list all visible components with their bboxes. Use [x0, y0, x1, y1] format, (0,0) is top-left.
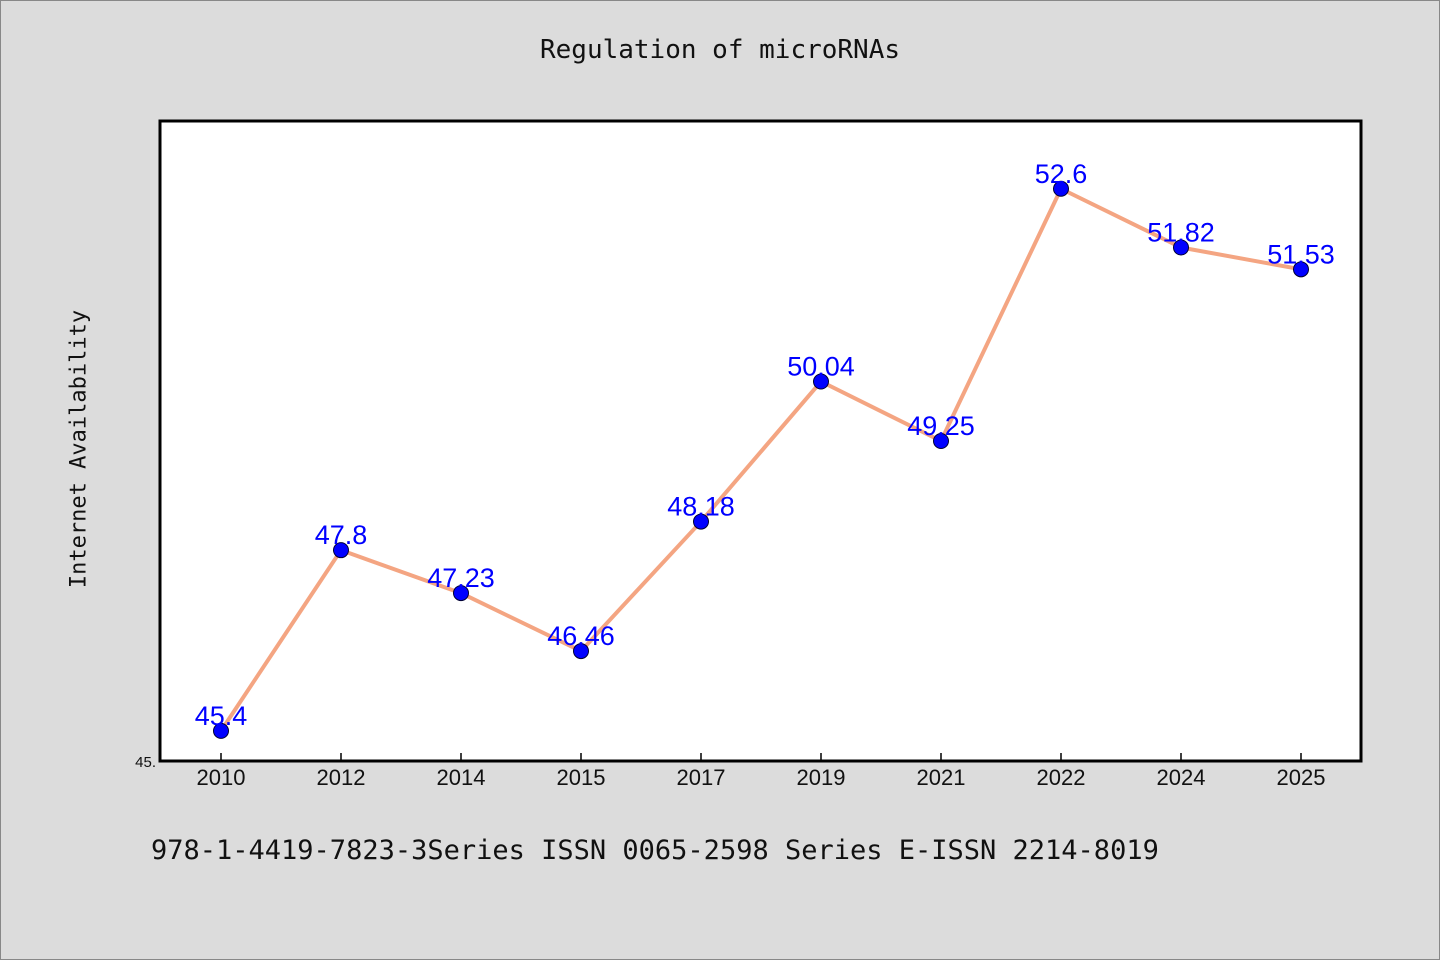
chart-title: Regulation of microRNAs	[539, 35, 901, 65]
series-line	[219, 186, 1302, 732]
x-tick-label: 2015	[557, 765, 606, 790]
x-tick-label: 2024	[1157, 765, 1206, 790]
data-point	[1293, 261, 1309, 278]
data-points	[213, 180, 1309, 739]
data-label: 46.46	[547, 621, 615, 651]
y-tick-label: 45.	[135, 754, 156, 771]
plot-area	[158, 119, 1363, 763]
data-label: 49.25	[907, 411, 975, 441]
data-label: 47.23	[427, 563, 495, 593]
data-point	[1173, 239, 1189, 256]
data-point	[693, 513, 709, 530]
data-point	[213, 722, 229, 739]
data-label: 51.53	[1267, 239, 1335, 269]
y-axis-tick-labels: 45.	[135, 754, 156, 771]
x-tick-label: 2010	[197, 765, 246, 790]
x-axis-ticks: 2010 2012 2014 2015 2017 2019 2021 2022 2024 2025	[197, 753, 1326, 790]
x-tick-label: 2021	[917, 765, 966, 790]
x-tick-label: 2012	[317, 765, 366, 790]
x-tick-label: 2022	[1037, 765, 1086, 790]
x-tick-label: 2017	[677, 765, 726, 790]
data-point	[813, 373, 829, 390]
data-label: 48.18	[667, 492, 735, 522]
x-tick-label: 2019	[797, 765, 846, 790]
data-point	[573, 643, 589, 660]
data-label: 47.8	[315, 520, 368, 550]
data-labels: 45.4 47.8 47.23 46.46 48.18 50.04 49.25 52.6 51.…	[195, 159, 1335, 731]
data-point	[933, 433, 949, 449]
data-label: 51.82	[1147, 217, 1215, 247]
data-point	[333, 542, 349, 559]
data-label: 52.6	[1035, 159, 1088, 189]
data-label: 45.4	[195, 701, 248, 731]
x-tick-label: 2025	[1277, 765, 1326, 790]
data-point	[453, 585, 469, 602]
isbn-footer: 978-1-4419-7823-3Series ISSN 0065-2598 S…	[151, 835, 1159, 866]
x-tick-label: 2014	[437, 765, 486, 790]
data-point	[1053, 180, 1069, 197]
data-label: 50.04	[787, 352, 855, 382]
